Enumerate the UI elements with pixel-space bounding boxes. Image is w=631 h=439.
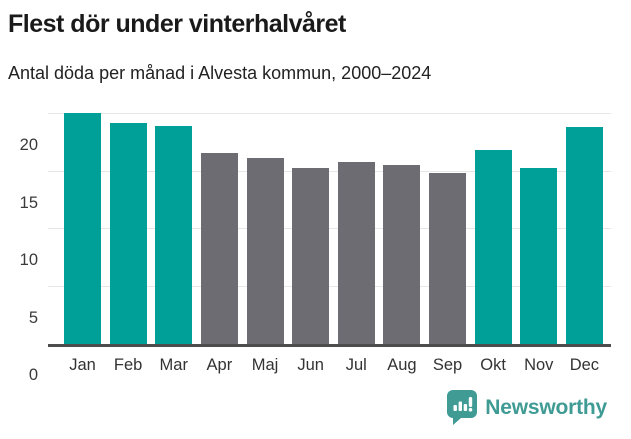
bar-chart: 0 5 10 15 20 Jan Feb Mar Apr Maj Jun Jul Aug Sep Okt N…: [8, 102, 611, 384]
plot-column: Jan Feb Mar Apr Maj Jun Jul Aug Sep Okt Nov Dec: [48, 102, 611, 375]
y-tick-label-0: 0: [28, 366, 38, 384]
bars-container: [48, 102, 611, 344]
bar-feb: [109, 123, 147, 344]
gridline-15: [48, 170, 611, 172]
bar-mar: [155, 125, 193, 344]
chart-title: Flest dör under vinterhalvåret: [8, 10, 346, 38]
gridline-20: [48, 113, 611, 114]
x-tick-label-apr: Apr: [206, 356, 233, 374]
x-tick-label-nov: Nov: [524, 356, 554, 374]
bar-apr: [200, 153, 238, 344]
x-tick-label-mar: Mar: [159, 356, 188, 374]
x-tick-label-dec: Dec: [569, 356, 600, 374]
x-tick-label-jan: Jan: [69, 356, 96, 374]
bar-maj: [246, 157, 284, 344]
y-tick-label-10: 10: [19, 251, 38, 269]
bar-chart-speech-bubble-icon: [447, 390, 478, 425]
bar-jan: [64, 112, 101, 344]
gridline-5: [48, 285, 611, 287]
gridline-10: [48, 228, 611, 229]
bar-nov: [520, 168, 558, 344]
x-tick-label-sep: Sep: [432, 356, 463, 374]
chart-subtitle: Antal döda per månad i Alvesta kommun, 2…: [8, 63, 432, 83]
newsworthy-logo-text: Newsworthy: [485, 395, 607, 419]
x-tick-label-maj: Maj: [251, 356, 279, 374]
bar-aug: [383, 164, 421, 344]
y-tick-label-20: 20: [19, 136, 38, 154]
x-tick-label-okt: Okt: [480, 356, 506, 374]
footer: Newsworthy: [8, 390, 611, 425]
bar-dec: [565, 126, 603, 344]
y-tick-label-15: 15: [19, 193, 38, 212]
x-tick-label-jun: Jun: [297, 356, 324, 374]
x-tick-label-feb: Feb: [113, 356, 143, 374]
y-axis: 0 5 10 15 20: [8, 130, 48, 384]
bar-jul: [337, 162, 375, 344]
plot-area: [48, 102, 611, 347]
bar-sep: [429, 172, 466, 344]
newsworthy-logo: Newsworthy: [447, 390, 607, 425]
x-axis-labels: Jan Feb Mar Apr Maj Jun Jul Aug Sep Okt Nov Dec: [48, 356, 611, 375]
x-tick-label-aug: Aug: [387, 356, 417, 374]
bar-jun: [292, 168, 330, 344]
x-tick-label-jul: Jul: [345, 356, 367, 374]
y-tick-label-5: 5: [28, 308, 38, 327]
bar-okt: [474, 149, 512, 344]
